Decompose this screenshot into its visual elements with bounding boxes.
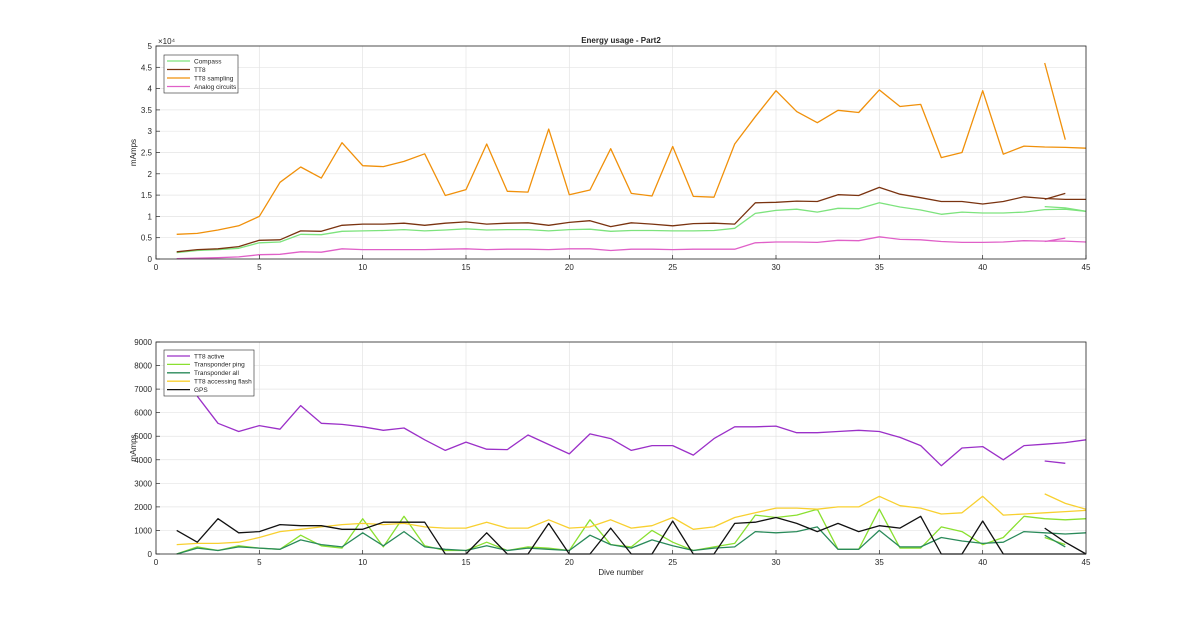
series-line-tt8-sampling [176,89,1087,235]
x-tick-label: 0 [154,263,159,272]
y-tick-label: 5 [148,42,153,51]
x-tick-label: 10 [358,263,367,272]
x-tick-label: 25 [668,263,677,272]
y-tick-label: 8000 [134,362,152,371]
series-line-analog-circuits [176,236,1087,260]
y-exponent-label: ×10⁴ [158,37,176,46]
series-line-compass [176,202,1087,254]
series-line-tt8-active [196,395,1087,467]
y-tick-label: 4.5 [141,63,153,72]
chart-2: 0 5 10 15 20 25 30 35 40 45 0 1000 2000 3000 4000 5000 6… [129,338,1091,577]
chart-1: 0 5 10 15 20 25 30 35 40 45 0 0.5 1 1.5 2 2.5 3 3.5 4 4.5 5 ×… [129,36,1091,272]
x-axis-label: Dive number [598,568,644,577]
y-tick-label: 3000 [134,479,152,488]
y-tick-label: 4000 [134,456,152,465]
series-line-transponder-ping [176,508,1087,555]
x-tick-label: 40 [978,263,987,272]
x-tick-label: 5 [257,558,262,567]
axes-box [155,341,1087,555]
x-tick-label: 0 [154,558,159,567]
x-tick-label: 15 [462,558,471,567]
series-extra-line-tt8 [1044,192,1066,201]
plot-area [156,342,1086,554]
y-tick-label: 6000 [134,409,152,418]
x-tick-label: 15 [462,263,471,272]
y-tick-label: 2.5 [141,149,153,158]
x-tick-label: 25 [668,558,677,567]
series-extra-line-compass [1044,205,1087,212]
legend-label: Transponder all [194,370,239,377]
legend-label: TT8 accessing flash [194,379,252,386]
y-tick-label: 1.5 [141,191,153,200]
series-extra-line-transponder-all [1044,534,1066,548]
x-tick-label: 30 [772,263,781,272]
x-tick-label: 5 [257,263,262,272]
y-tick-label: 4 [148,85,153,94]
series-line-tt8 [176,186,1086,253]
y-tick-label: 3.5 [141,106,153,115]
chart-title: Energy usage - Part2 [581,36,661,45]
y-tick-label: 3 [148,127,153,136]
x-tick-label: 40 [978,558,987,567]
x-tick-label: 20 [565,558,574,567]
y-tick-label: 0.5 [141,234,153,243]
legend-label: Transponder ping [194,362,245,369]
y-axis-label: mAmps [129,434,138,461]
x-tick-label: 45 [1082,558,1091,567]
legend-label: Compass [194,58,222,65]
series-extra-line-analog-circuits [1044,237,1066,243]
x-tick-label: 45 [1082,263,1091,272]
y-tick-label: 7000 [134,385,152,394]
y-tick-label: 2 [148,170,153,179]
legend-label: GPS [194,387,208,394]
series-extra-line-tt8-active [1044,460,1066,464]
x-tick-label: 35 [875,558,884,567]
y-tick-label: 0 [148,550,153,559]
y-axis-label: mAmps [129,139,138,166]
y-tick-label: 1000 [134,526,152,535]
y-tick-label: 5000 [134,432,152,441]
x-tick-label: 10 [358,558,367,567]
y-tick-label: 0 [148,255,153,264]
y-tick-label: 1 [148,212,153,221]
x-tick-label: 35 [875,263,884,272]
x-tick-label: 20 [565,263,574,272]
series-extra-line-tt8-sampling [1044,62,1066,140]
series-extra-line-gps [1044,527,1087,555]
y-tick-label: 2000 [134,503,152,512]
x-tick-label: 30 [772,558,781,567]
legend-label: TT8 sampling [194,75,234,82]
y-tick-label: 9000 [134,338,152,347]
legend-label: Analog circuits [194,84,237,91]
legend-label: TT8 [194,67,206,74]
series-extra-line-tt8-accessing-flash [1044,493,1087,510]
legend-label: TT8 active [194,353,225,360]
series-line-tt8-accessing-flash [176,495,1087,546]
